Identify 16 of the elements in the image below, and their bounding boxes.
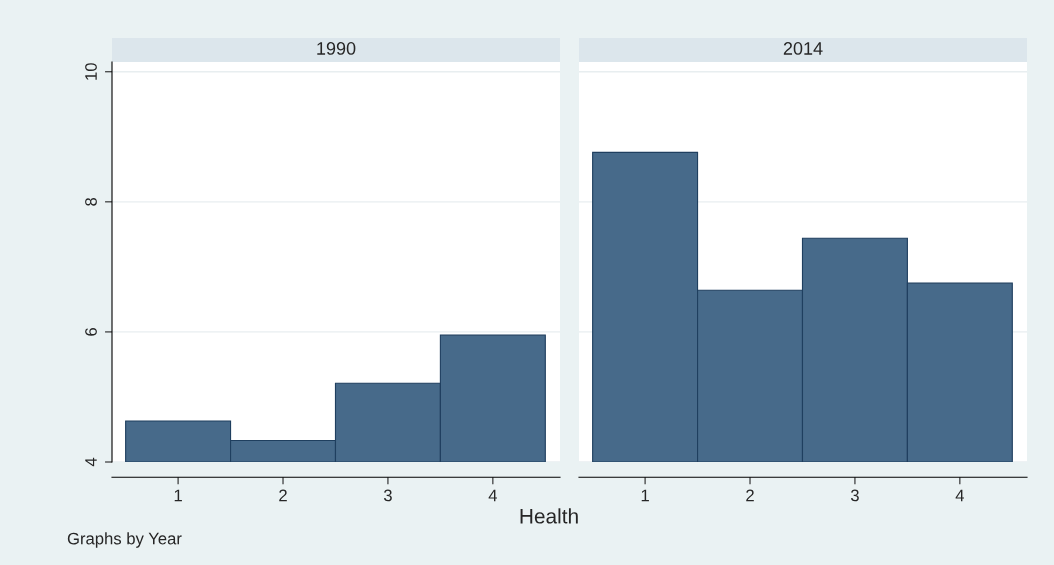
x-tick-label: 3	[850, 489, 859, 502]
y-tick-label: 10	[85, 63, 97, 80]
x-tick-label: 1	[174, 489, 182, 502]
chart-title: 2014	[783, 42, 823, 55]
x-tick-label: 3	[383, 489, 392, 502]
x-tick-label: 4	[488, 489, 497, 502]
x-tick-label: 2	[279, 489, 287, 502]
x-tick-label: 2	[746, 489, 754, 502]
y-tick-label: 8	[85, 197, 97, 206]
x-tick-label: 4	[955, 489, 964, 502]
x-axis-title: Health	[520, 508, 578, 524]
text: Graphs by Year	[67, 532, 182, 548]
x-tick-label: 1	[641, 489, 649, 502]
chart-title: 1990	[317, 42, 356, 55]
y-tick-label: 6	[85, 328, 97, 336]
y-tick-label: 4	[85, 457, 97, 467]
